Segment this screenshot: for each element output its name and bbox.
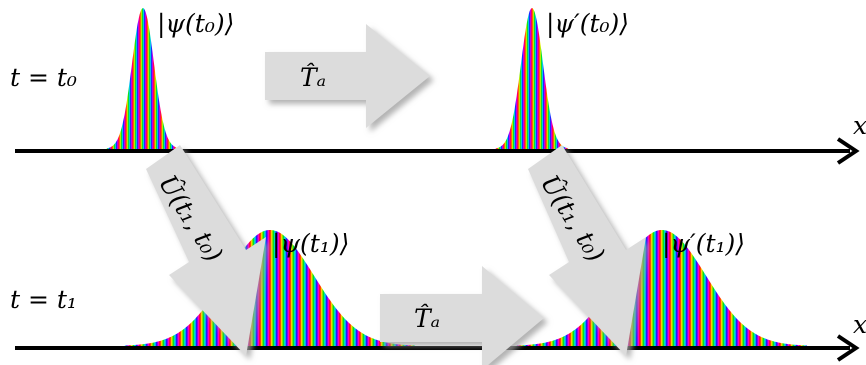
evolution-arrow-right (528, 145, 646, 356)
translation-operator-top: T̂ₐ (300, 63, 326, 92)
state-label-psi-t1: |ψ(t₁)⟩ (272, 229, 349, 259)
axis-top-arrowhead (836, 137, 860, 165)
packet-psi-prime-t0 (495, 8, 569, 149)
evolution-arrow-left-shape (146, 145, 266, 356)
time-label-t1: t = t₁ (10, 285, 77, 314)
state-label-psi-prime-t1: |ψ′(t₁)⟩ (662, 229, 745, 259)
axis-bottom (15, 334, 860, 362)
axis-top-label: x (853, 111, 866, 140)
wave-packets (106, 8, 808, 346)
state-label-psi-t0: |ψ(t₀)⟩ (157, 9, 234, 39)
evolution-arrow-left (146, 145, 266, 356)
axis-top (15, 137, 860, 165)
time-label-t0: t = t₀ (10, 63, 77, 92)
translation-arrow-bottom-shape (380, 266, 544, 365)
packet-psi-t0 (106, 8, 180, 149)
axis-bottom-label: x (853, 310, 866, 339)
translation-arrow-top (265, 24, 430, 128)
packet-psi-t1 (124, 230, 416, 346)
translation-operator-bottom: T̂ₐ (414, 304, 440, 333)
evolution-arrow-right-shape (528, 145, 646, 356)
translation-arrow-top-shape (265, 24, 430, 128)
translation-arrow-bottom (380, 266, 544, 365)
axis-bottom-arrowhead (836, 334, 860, 362)
state-label-psi-prime-t0: |ψ′(t₀)⟩ (546, 9, 629, 39)
